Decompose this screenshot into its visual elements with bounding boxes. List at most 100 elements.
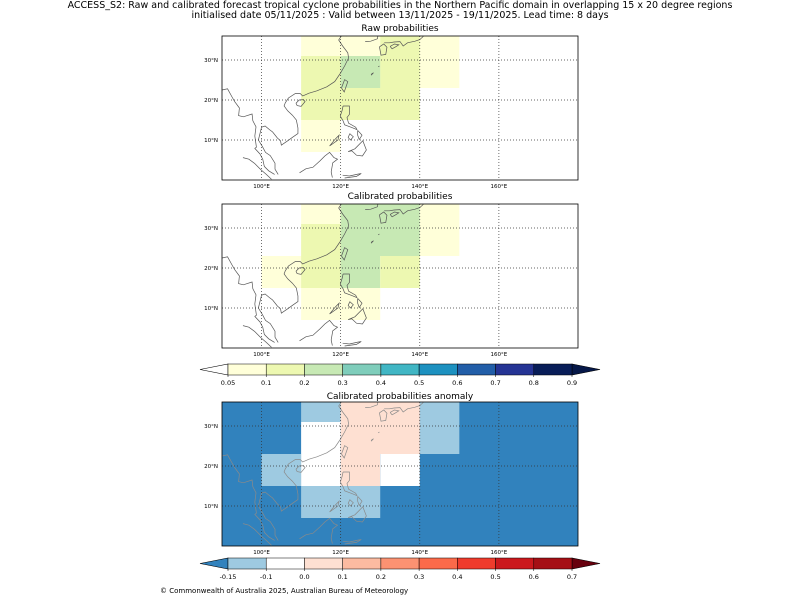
colorbar-segment — [227, 557, 267, 570]
latitude-tick-label: 10°N — [204, 306, 218, 312]
probability-cell — [380, 36, 420, 88]
colorbar-segment — [380, 363, 420, 376]
coastline — [384, 36, 424, 47]
coastline — [222, 454, 275, 541]
probability-cell — [340, 454, 381, 486]
colorbar-tick-label: 0.7 — [490, 379, 500, 387]
colorbar-segment — [304, 363, 343, 376]
latitude-tick-label: 20°N — [204, 266, 218, 272]
coastline — [339, 105, 358, 131]
coastline — [348, 140, 367, 157]
longitude-tick-label: 100°E — [253, 550, 270, 556]
coastline — [347, 133, 354, 141]
colorbar-tick-label: 0.6 — [452, 379, 462, 387]
latitude-tick-label: 30°N — [204, 58, 218, 64]
coastline — [347, 301, 354, 309]
colorbar-segment — [533, 363, 573, 376]
colorbar-segment — [380, 557, 420, 570]
colorbar-tick-label: 0.3 — [414, 573, 424, 581]
coastline — [295, 465, 306, 473]
coastline — [379, 211, 388, 224]
colorbar-segment — [418, 363, 458, 376]
probability-cell — [301, 422, 341, 486]
coastline — [242, 523, 272, 546]
coastline — [329, 500, 340, 513]
colorbar-segment — [304, 557, 343, 570]
colorbar-tick-label: 0.0 — [299, 573, 309, 581]
longitude-tick-label: 100°E — [253, 352, 270, 358]
coastline — [341, 445, 349, 459]
colorbar-over-extension — [571, 363, 601, 376]
coastline — [258, 204, 349, 343]
colorbar-segment — [265, 557, 305, 570]
panel-frame — [221, 203, 579, 349]
probability-cell — [419, 402, 460, 454]
raw-panel-title: Raw probabilities — [361, 24, 439, 34]
panel-content — [222, 36, 578, 180]
calibrated-panel-title: Calibrated probabilities — [347, 192, 453, 202]
colorbar-segment — [342, 363, 382, 376]
colorbar-tick-label: -0.15 — [220, 573, 237, 581]
colorbar-segment — [227, 363, 267, 376]
longitude-tick-label: 140°E — [411, 550, 428, 556]
colorbar-segment — [265, 363, 305, 376]
coastline — [342, 539, 362, 545]
coastline — [342, 341, 362, 347]
coastline — [389, 211, 400, 218]
coastline — [242, 157, 272, 180]
colorbar-over-extension — [571, 557, 601, 570]
map-panel-1: 100°E 120°E 140°E 160°E 30°N 20°N 10°N — [204, 203, 579, 358]
anomaly-panel-title: Calibrated probabilities anomaly — [326, 392, 474, 402]
coastline — [258, 402, 349, 541]
coastline — [299, 517, 339, 544]
probability-cell — [340, 402, 420, 454]
probability-cell — [301, 402, 341, 422]
coastline — [379, 409, 388, 422]
coastline — [329, 134, 340, 147]
probability-cell — [261, 256, 302, 288]
coastline — [379, 43, 388, 56]
colorbar-tick-label: 0.4 — [376, 379, 386, 387]
colorbar-tick-label: 0.9 — [567, 379, 577, 387]
colorbar-tick-label: 0.5 — [490, 573, 500, 581]
figure-title-line2: initialised date 05/11/2025 : Valid betw… — [191, 10, 609, 21]
colorbar-segment — [495, 363, 535, 376]
figure-title-line1: ACCESS_S2: Raw and calibrated forecast t… — [67, 0, 733, 11]
colorbar-tick-label: 0.05 — [221, 379, 235, 387]
latitude-tick-label: 30°N — [204, 226, 218, 232]
colorbar-under-extension — [199, 363, 229, 376]
longitude-tick-label: 160°E — [491, 184, 508, 190]
colorbar-segment — [418, 557, 458, 570]
coastline — [329, 302, 340, 315]
probability-cell — [380, 256, 420, 288]
coastline — [357, 496, 363, 507]
coastline — [384, 204, 424, 215]
colorbar-segment — [457, 557, 496, 570]
coastline — [378, 65, 380, 68]
colorbar-tick-label: 0.6 — [529, 573, 539, 581]
latitude-tick-label: 10°N — [204, 504, 218, 510]
probability-cell — [419, 204, 460, 256]
probability-cell — [340, 56, 381, 88]
coastline — [222, 88, 275, 175]
colorbar-tick-label: 0.3 — [337, 379, 347, 387]
coastline — [389, 409, 400, 416]
coastline — [365, 36, 379, 42]
coastline — [365, 204, 379, 210]
probability-cell — [380, 454, 420, 486]
coastline — [242, 325, 272, 348]
coastline — [370, 240, 374, 244]
coastline — [339, 273, 358, 299]
coastline — [222, 256, 275, 343]
map-panel-0: 100°E 120°E 140°E 160°E 30°N 20°N 10°N — [204, 35, 579, 190]
latitude-tick-label: 10°N — [204, 138, 218, 144]
colorbar-tick-label: 0.4 — [452, 573, 462, 581]
coastline — [378, 431, 380, 434]
coastline — [258, 36, 349, 175]
coastline — [357, 130, 363, 141]
panel-frame — [221, 401, 579, 547]
coastline — [357, 298, 363, 309]
colorbar-tick-label: 0.2 — [299, 379, 309, 387]
longitude-tick-label: 120°E — [332, 184, 349, 190]
